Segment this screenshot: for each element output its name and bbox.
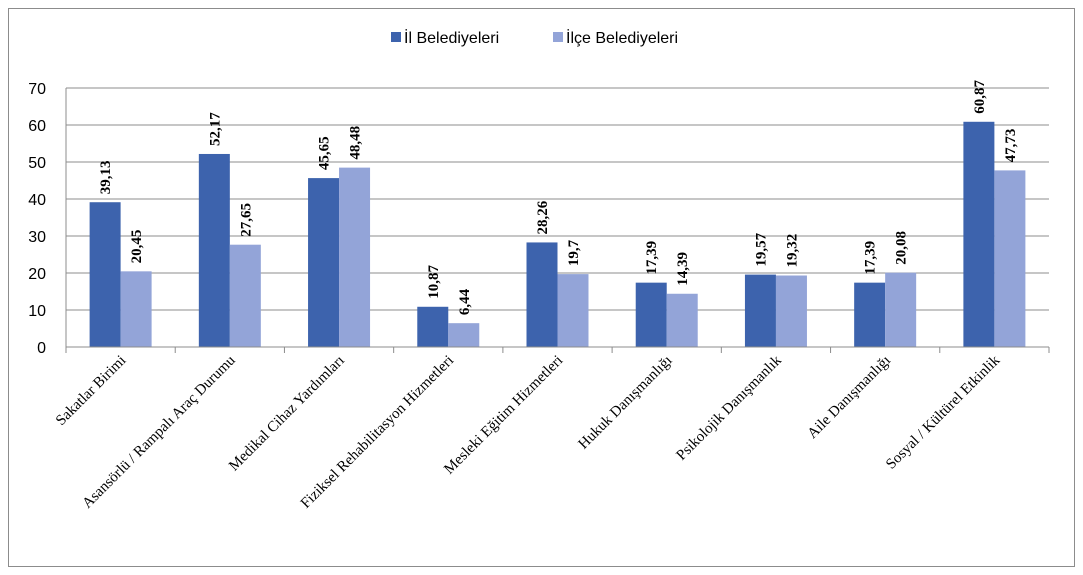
bar-ilce [339,167,371,347]
data-label: 19,57 [753,232,769,266]
category-label: Hukuk Danışmanlığı [576,353,676,453]
data-label: 17,39 [644,241,660,275]
data-label: 27,65 [238,203,254,237]
category-label: Psikolojik Danışmanlık [674,352,786,464]
bar-il [89,202,121,347]
bar-ilce [994,170,1026,347]
y-tick-label: 60 [28,118,46,135]
legend-swatch [391,32,401,42]
data-label: 10,87 [426,265,442,299]
bar-il [963,121,995,347]
bar-il [635,282,667,347]
x-axis [65,88,1050,353]
bar-il [744,274,776,347]
bar-il [417,306,449,347]
data-label: 14,39 [675,252,691,286]
bar-ilce [666,293,698,347]
y-tick-label: 40 [28,192,46,209]
data-label: 52,17 [207,112,223,146]
bar-ilce [775,275,807,347]
y-tick-label: 50 [28,155,46,172]
y-tick-label: 70 [28,81,46,98]
legend-label: İlçe Belediyeleri [566,28,678,47]
bar-ilce [448,323,480,347]
data-label: 20,45 [129,230,145,264]
bar-ilce [885,272,917,347]
data-label: 28,26 [535,200,551,234]
bar-il [526,242,558,347]
category-label: Aile Danışmanlığı [805,353,894,442]
data-label: 45,65 [317,136,333,170]
bar-ilce [229,244,261,347]
data-label: 20,08 [894,231,910,265]
category-label: Sosyal / Kültürel Etkinlik [883,352,1003,472]
data-label: 6,44 [457,288,473,315]
bar-ilce [120,271,152,347]
bar-il [198,153,230,347]
data-labels: 39,13 20,45 52,17 27,65 45,65 48,48 10,87 6,44 2… [98,80,1019,316]
y-tick-label: 20 [28,266,46,283]
data-label: 39,13 [98,160,114,194]
bar-il [308,178,340,347]
data-label: 19,32 [784,234,800,268]
y-tick-label: 0 [37,340,46,357]
y-tick-label: 10 [28,303,46,320]
bar-il [854,282,886,347]
data-label: 48,48 [348,126,364,160]
bars [89,121,1026,347]
data-label: 19,7 [566,239,582,266]
data-label: 60,87 [972,80,988,114]
legend-swatch [553,32,563,42]
category-label: Sakatlar Birimi [53,353,129,429]
category-label: Mesleki Eğitim Hizmetleri [441,353,566,478]
legend: İl Belediyeleri İlçe Belediyeleri [391,28,678,47]
y-axis-ticks: 0 10 20 30 40 50 60 70 [28,81,46,357]
data-label: 17,39 [863,241,879,275]
legend-label: İl Belediyeleri [404,28,499,47]
category-label: Medikal Cihaz Yardımları [226,353,348,475]
bar-ilce [557,274,589,347]
y-tick-label: 30 [28,229,46,246]
data-label: 47,73 [1003,129,1019,163]
